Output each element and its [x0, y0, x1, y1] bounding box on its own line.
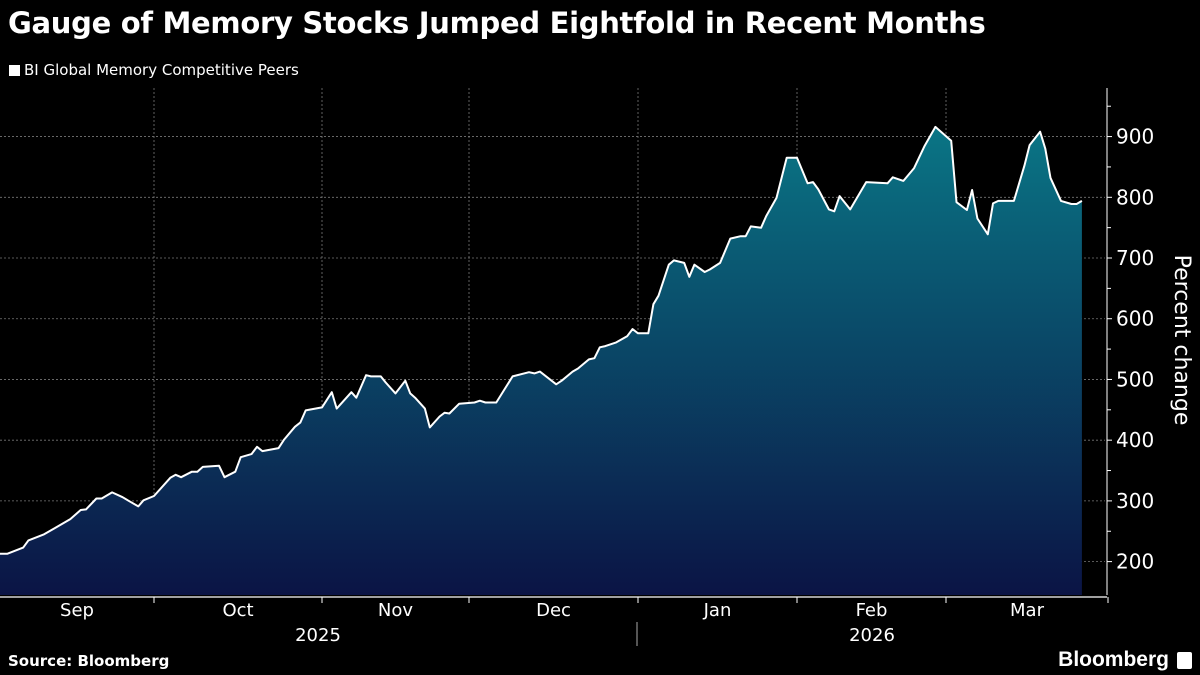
y-tick-label: 600 — [1116, 307, 1154, 331]
chart-title: Gauge of Memory Stocks Jumped Eightfold … — [8, 6, 986, 40]
x-tick-label: Jan — [703, 600, 732, 621]
logo-text: Bloomberg — [1058, 648, 1169, 671]
legend: BI Global Memory Competitive Peers — [9, 61, 299, 79]
source-note: Source: Bloomberg — [8, 652, 170, 670]
x-tick-label: Dec — [536, 600, 571, 621]
x-tick-label: Feb — [856, 600, 888, 621]
x-tick-label: Oct — [222, 600, 253, 621]
y-tick-label: 200 — [1116, 550, 1154, 574]
y-tick-label: 400 — [1116, 428, 1154, 452]
year-label: 2026 — [849, 625, 895, 646]
y-axis-label: Percent change — [1169, 255, 1194, 426]
y-tick-label: 700 — [1116, 246, 1154, 270]
legend-swatch — [9, 64, 20, 76]
x-tick-label: Mar — [1010, 600, 1045, 621]
bloomberg-logo: Bloomberg — [1058, 648, 1192, 672]
y-tick-label: 900 — [1116, 125, 1154, 149]
x-tick-label: Sep — [60, 600, 94, 621]
series-area — [0, 126, 1082, 595]
y-tick-label: 300 — [1116, 489, 1154, 513]
series-line — [0, 125, 1083, 555]
y-tick-label: 800 — [1116, 185, 1154, 209]
year-label: 2025 — [295, 625, 341, 646]
legend-label: BI Global Memory Competitive Peers — [24, 61, 299, 79]
y-tick-label: 500 — [1116, 367, 1154, 391]
x-tick-label: Nov — [378, 600, 413, 621]
chart-icon — [1177, 651, 1192, 669]
